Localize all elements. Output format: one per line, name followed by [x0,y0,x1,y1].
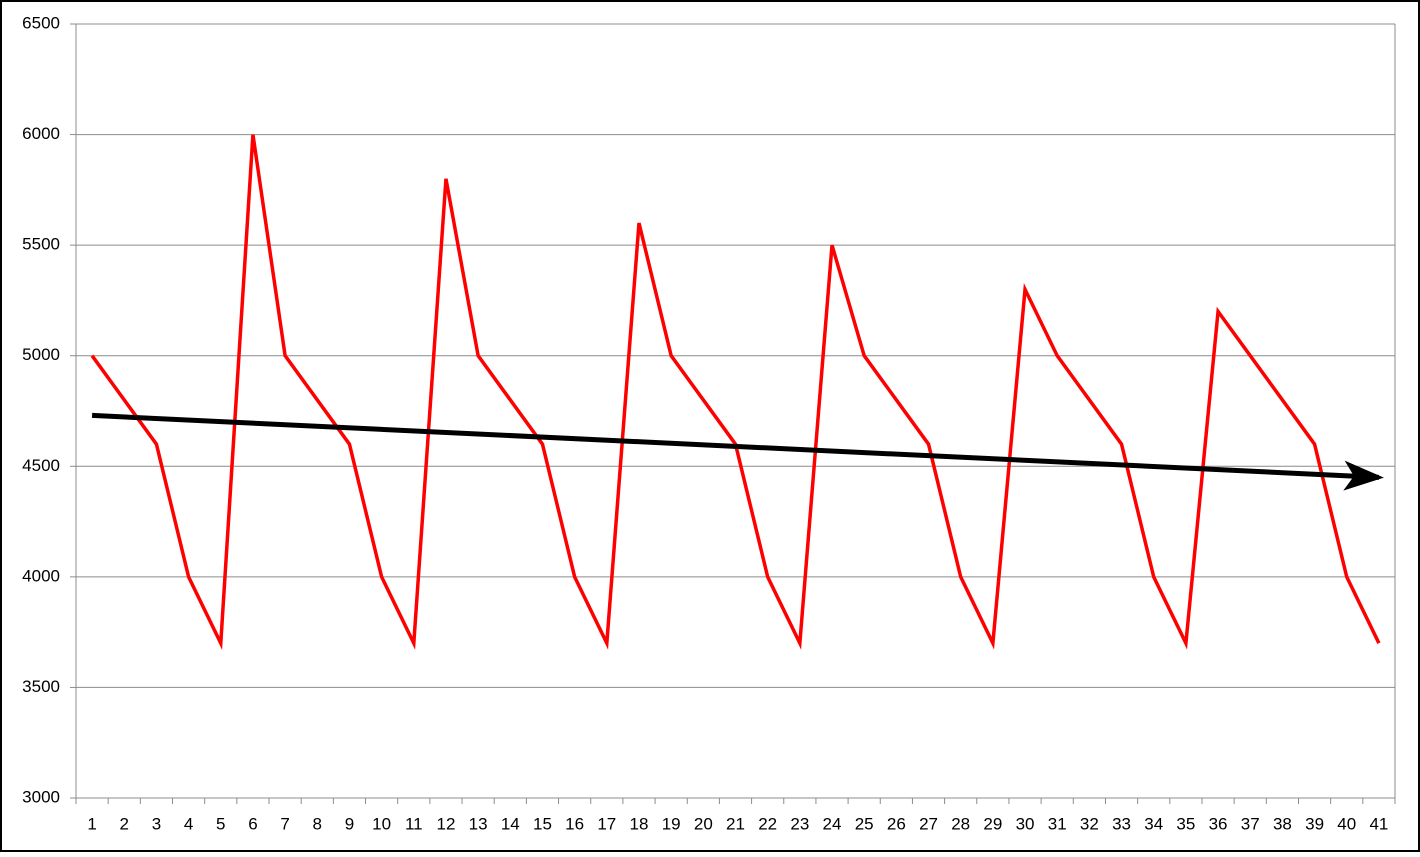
x-tick-label: 28 [951,814,970,833]
x-tick-label: 13 [469,814,488,833]
x-tick-label: 12 [437,814,456,833]
y-tick-label: 3500 [22,677,60,696]
x-tick-label: 25 [855,814,874,833]
x-tick-label: 22 [758,814,777,833]
y-tick-label: 4000 [22,566,60,585]
x-tick-label: 6 [248,814,257,833]
trend-arrow [91,412,1384,491]
x-tick-label: 31 [1048,814,1067,833]
x-tick-label: 38 [1273,814,1292,833]
x-tick-label: 41 [1369,814,1388,833]
x-tick-label: 37 [1241,814,1260,833]
x-tick-label: 14 [501,814,520,833]
x-tick-label: 4 [184,814,193,833]
x-tick-label: 29 [983,814,1002,833]
y-tick-label: 4500 [22,456,60,475]
x-tick-label: 35 [1176,814,1195,833]
x-tick-label: 16 [565,814,584,833]
x-tick-label: 36 [1209,814,1228,833]
x-tick-label: 21 [726,814,745,833]
x-tick-label: 10 [372,814,391,833]
x-tick-label: 2 [120,814,129,833]
y-tick-label: 6500 [22,13,60,32]
x-tick-label: 5 [216,814,225,833]
x-tick-label: 27 [919,814,938,833]
x-tick-label: 15 [533,814,552,833]
x-tick-label: 18 [630,814,649,833]
x-tick-label: 24 [823,814,842,833]
y-tick-label: 5500 [22,235,60,254]
x-tick-label: 32 [1080,814,1099,833]
x-tick-label: 7 [280,814,289,833]
x-tick-label: 40 [1337,814,1356,833]
x-tick-label: 1 [87,814,96,833]
x-tick-label: 30 [1016,814,1035,833]
y-tick-label: 3000 [22,787,60,806]
x-tick-label: 19 [662,814,681,833]
x-tick-label: 11 [405,814,423,833]
y-tick-label: 5000 [22,345,60,364]
x-tick-label: 26 [887,814,906,833]
x-tick-label: 33 [1112,814,1131,833]
x-tick-label: 23 [790,814,809,833]
x-tick-label: 9 [345,814,354,833]
x-tick-label: 39 [1305,814,1324,833]
y-tick-label: 6000 [22,124,60,143]
x-tick-label: 34 [1144,814,1163,833]
x-tick-label: 20 [694,814,713,833]
x-tick-label: 17 [597,814,616,833]
x-tick-label: 8 [313,814,322,833]
x-tick-label: 3 [152,814,161,833]
